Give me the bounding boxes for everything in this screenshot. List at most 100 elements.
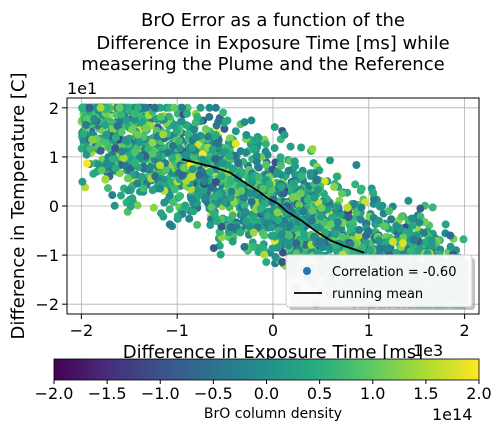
scatter-point [165,220,174,229]
scatter-point [81,121,90,129]
scatter-point [160,198,169,207]
colorbar-tick-label: −0.5 [194,384,233,403]
scatter-point [354,231,363,240]
scatter-point [165,205,174,214]
scatter-point [297,143,306,152]
scatter-point [123,174,132,183]
y-axis-ticks: −2 −1 0 1 2 [35,99,67,314]
scatter-point [314,223,323,232]
scatter-point [420,228,428,237]
scatter-point [187,173,196,181]
scatter-point [214,117,223,126]
scatter-point [408,214,417,223]
scatter-point [416,204,425,213]
scatter-point [247,116,256,125]
scatter-point [333,218,342,227]
scatter-point [279,189,288,198]
scatter-point [296,189,305,198]
scatter-point [148,138,157,147]
scatter-point [252,136,261,144]
scatter-point [85,103,94,112]
scatter-point [240,242,249,251]
scatter-point [188,165,197,174]
scatter-point [139,184,148,193]
scatter-point [193,220,202,229]
scatter-point [285,231,294,240]
colorbar-tick-label: −1.0 [141,384,180,403]
scatter-point [446,231,455,240]
scatter-point [171,121,180,129]
scatter-point [138,173,147,181]
scatter-point [78,103,87,112]
scatter-point [256,204,265,213]
colorbar-ticks: −2.0 −1.5 −1.0 −0.5 0.0 0.5 1.0 1.5 2.0 [35,380,492,403]
scatter-point [242,217,251,226]
scatter-point [130,116,139,124]
scatter-point [355,225,364,234]
scatter-point [381,222,390,231]
scatter-point [265,180,274,188]
scatter-point [207,183,216,192]
colorbar-multiplier: 1e14 [432,405,472,424]
scatter-point [282,208,291,217]
scatter-point [193,192,202,201]
scatter-point [199,185,208,194]
scatter-point [338,189,346,198]
scatter-point [295,201,304,210]
scatter-point [133,179,142,188]
scatter-point [225,152,234,161]
scatter-point [415,218,424,227]
scatter-point [216,250,225,259]
scatter-point [148,186,157,195]
scatter-point [174,213,182,222]
scatter-point [261,140,270,149]
legend-scatter-marker [303,267,311,275]
scatter-point [88,135,97,144]
scatter-point [90,115,99,123]
scatter-point [139,132,148,141]
x-axis-ticks: −2 −1 0 1 2 [70,314,470,340]
scatter-point [356,186,365,195]
scatter-point [317,203,326,212]
scatter-point [387,215,396,224]
scatter-point [175,144,184,152]
scatter-point [102,159,111,168]
scatter-point [94,160,103,169]
scatter-point [108,191,117,200]
scatter-point [193,186,202,195]
scatter-point [171,185,179,194]
colorbar: −2.0 −1.5 −1.0 −0.5 0.0 0.5 1.0 1.5 2.0 BrO colu… [35,358,492,424]
scatter-point [217,172,226,181]
y-tick-label: 2 [49,99,59,118]
scatter-point [332,172,341,181]
scatter-point [310,193,319,202]
scatter-point [121,136,130,145]
scatter-point [189,207,198,216]
scatter-point [388,237,397,246]
scatter-point [250,189,259,198]
scatter-point [260,231,269,240]
scatter-point [277,182,286,191]
scatter-point [133,201,142,210]
scatter-point [117,110,125,119]
scatter-point [78,177,87,186]
scatter-point [117,191,125,200]
scatter-point [102,131,111,140]
scatter-point [213,139,222,148]
running-mean-line [181,158,365,254]
colorbar-tick-label: 1.0 [360,384,385,403]
legend-label-correlation: Correlation = -0.60 [332,265,456,280]
scatter-point [124,186,133,195]
scatter-point [237,186,246,195]
scatter-point [127,125,136,134]
scatter-point [79,135,88,144]
scatter-point [405,228,414,237]
scatter-point [344,213,353,221]
scatter-point [297,172,306,181]
scatter-point [303,196,312,205]
scatter-point [201,193,210,202]
scatter-point [366,246,375,255]
scatter-point [79,129,88,138]
scatter-point [188,195,196,204]
scatter-point [369,188,378,197]
